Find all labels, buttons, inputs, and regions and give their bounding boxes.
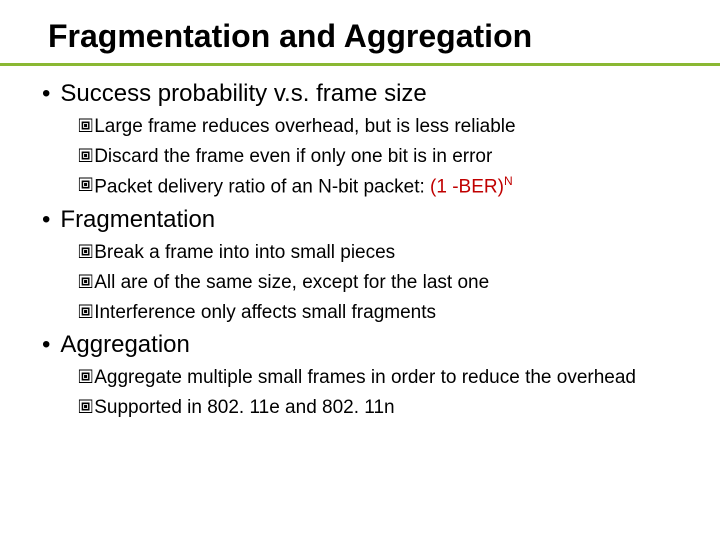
square-bullet-icon: 🞖: [78, 300, 93, 326]
bullet-icon: •: [42, 208, 50, 232]
list-item: 🞖 Break a frame into into small pieces: [78, 240, 690, 266]
section-fragmentation: • Fragmentation 🞖 Break a frame into int…: [30, 206, 690, 325]
square-bullet-icon: 🞖: [78, 365, 93, 391]
list-item: 🞖 Large frame reduces overhead, but is l…: [78, 114, 690, 140]
list-item: 🞖 All are of the same size, except for t…: [78, 270, 690, 296]
slide-title: Fragmentation and Aggregation: [48, 18, 690, 55]
item-text: Aggregate multiple small frames in order…: [94, 365, 636, 391]
item-prefix: Packet delivery ratio of an N-bit packet…: [94, 177, 430, 198]
item-text: Large frame reduces overhead, but is les…: [94, 114, 515, 140]
square-bullet-icon: 🞖: [78, 395, 93, 421]
sub-list: 🞖 Break a frame into into small pieces 🞖…: [78, 240, 690, 325]
item-text: Interference only affects small fragment…: [94, 300, 436, 326]
section-title: Fragmentation: [60, 206, 215, 234]
list-item: 🞖 Packet delivery ratio of an N-bit pack…: [78, 173, 690, 200]
square-bullet-icon: 🞖: [78, 114, 93, 140]
item-text: Packet delivery ratio of an N-bit packet…: [94, 173, 512, 200]
bullet-icon: •: [42, 333, 50, 357]
section-success: • Success probability v.s. frame size 🞖 …: [30, 80, 690, 200]
item-text: All are of the same size, except for the…: [94, 270, 489, 296]
section-header: • Aggregation: [42, 331, 690, 359]
section-title: Aggregation: [60, 331, 189, 359]
sub-list: 🞖 Aggregate multiple small frames in ord…: [78, 365, 690, 420]
section-header: • Fragmentation: [42, 206, 690, 234]
square-bullet-icon: 🞖: [78, 173, 93, 199]
sub-list: 🞖 Large frame reduces overhead, but is l…: [78, 114, 690, 200]
list-item: 🞖 Supported in 802. 11e and 802. 11n: [78, 395, 690, 421]
section-aggregation: • Aggregation 🞖 Aggregate multiple small…: [30, 331, 690, 420]
item-text: Break a frame into into small pieces: [94, 240, 395, 266]
formula-base: (1 -BER): [430, 177, 504, 198]
item-text: Discard the frame even if only one bit i…: [94, 144, 492, 170]
square-bullet-icon: 🞖: [78, 270, 93, 296]
slide: Fragmentation and Aggregation • Success …: [0, 0, 720, 540]
title-underline: [0, 63, 720, 66]
list-item: 🞖 Interference only affects small fragme…: [78, 300, 690, 326]
item-text: Supported in 802. 11e and 802. 11n: [94, 395, 394, 421]
square-bullet-icon: 🞖: [78, 240, 93, 266]
section-header: • Success probability v.s. frame size: [42, 80, 690, 108]
section-title: Success probability v.s. frame size: [60, 80, 426, 108]
square-bullet-icon: 🞖: [78, 144, 93, 170]
list-item: 🞖 Discard the frame even if only one bit…: [78, 144, 690, 170]
formula-exponent: N: [504, 174, 513, 188]
bullet-icon: •: [42, 82, 50, 106]
list-item: 🞖 Aggregate multiple small frames in ord…: [78, 365, 690, 391]
